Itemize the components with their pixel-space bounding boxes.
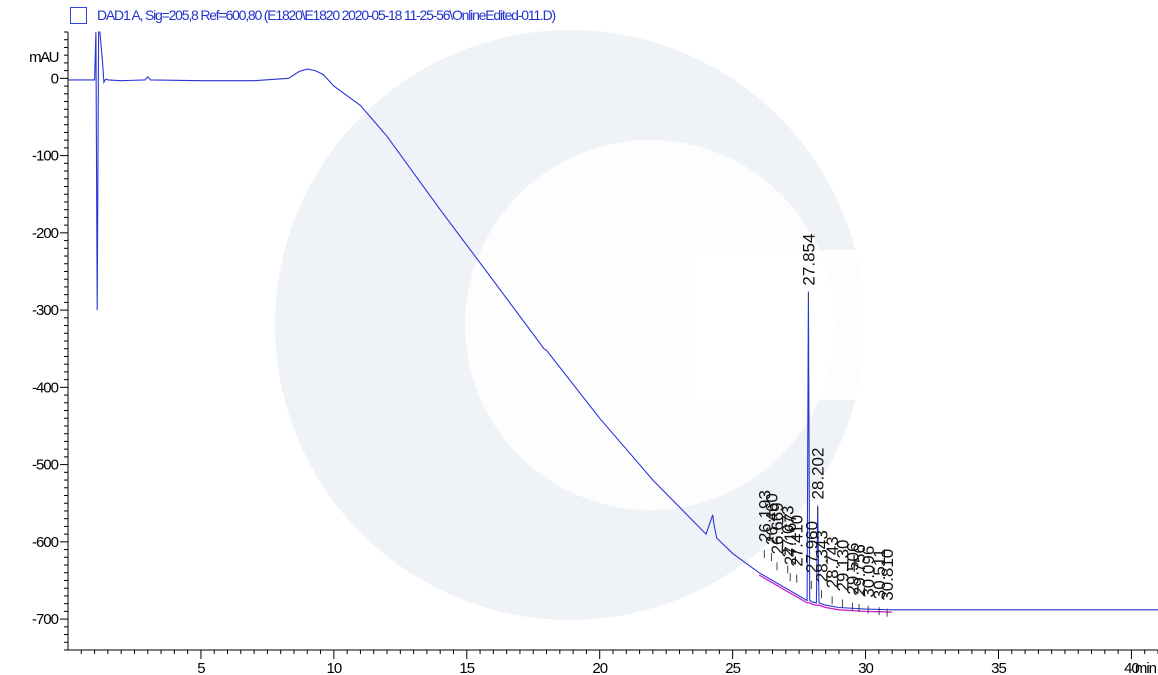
y-tick-label: -700 — [32, 611, 59, 628]
x-tick-label: 20 — [592, 660, 607, 675]
y-tick-label: -100 — [32, 148, 59, 165]
x-tick-label: 35 — [991, 660, 1006, 675]
x-tick-label: 25 — [725, 660, 740, 675]
peak-label: 30.096 — [859, 546, 878, 598]
baseline-line — [758, 574, 893, 613]
y-tick-label: -600 — [32, 534, 59, 551]
y-axis-unit: mAU — [29, 49, 59, 66]
legend-text: DAD1 A, Sig=205,8 Ref=600,80 (E1820\E182… — [97, 7, 556, 23]
peak-label: 26.669 — [768, 502, 787, 554]
series-line — [68, 31, 1158, 611]
peak-label: 28.343 — [813, 530, 832, 582]
y-tick-label: -300 — [32, 302, 59, 319]
y-tick-label: 0 — [51, 70, 59, 87]
axes: 0 -100 -200 -300 -400 -500 -600 -700 mAU 5 10 15 20 2… — [29, 31, 1158, 675]
peak-label: 27.073 — [779, 505, 798, 557]
y-tick-label: -400 — [32, 379, 59, 396]
peak-label: 26.460 — [762, 493, 781, 545]
watermark-inner — [465, 140, 835, 510]
x-tick-label: 40 — [1124, 660, 1139, 675]
watermark-logo — [275, 30, 910, 620]
peak-label: 27.167 — [781, 513, 800, 565]
peak-label: 27.960 — [802, 521, 821, 573]
peak-label: 28.202 — [809, 448, 828, 500]
peak-labels: 26.19326.46026.66927.07327.16727.41027.9… — [755, 234, 897, 617]
x-tick-label: 30 — [858, 660, 873, 675]
peak-label: 28.743 — [823, 536, 842, 588]
x-tick-label: 10 — [327, 660, 342, 675]
x-tick-label: 5 — [197, 660, 205, 675]
y-tick-label: -200 — [32, 225, 59, 242]
legend: DAD1 A, Sig=205,8 Ref=600,80 (E1820\E182… — [70, 4, 556, 26]
peak-label: 29.506 — [843, 543, 862, 595]
peak-label: 30.810 — [878, 549, 897, 601]
trace-layer — [68, 31, 1158, 611]
peak-label: 30.511 — [870, 548, 889, 599]
legend-swatch[interactable] — [70, 6, 87, 24]
peak-label: 26.193 — [755, 490, 774, 542]
peak-label: 27.410 — [788, 515, 807, 567]
peak-label: 29.756 — [850, 544, 869, 596]
y-tick-label: -500 — [32, 457, 59, 474]
integration-baseline — [758, 574, 893, 613]
x-axis-unit: min — [1135, 660, 1157, 675]
peak-label: 29.130 — [833, 539, 852, 591]
x-tick-label: 15 — [459, 660, 474, 675]
watermark-gap — [690, 250, 910, 400]
peak-label: 27.854 — [800, 234, 819, 286]
